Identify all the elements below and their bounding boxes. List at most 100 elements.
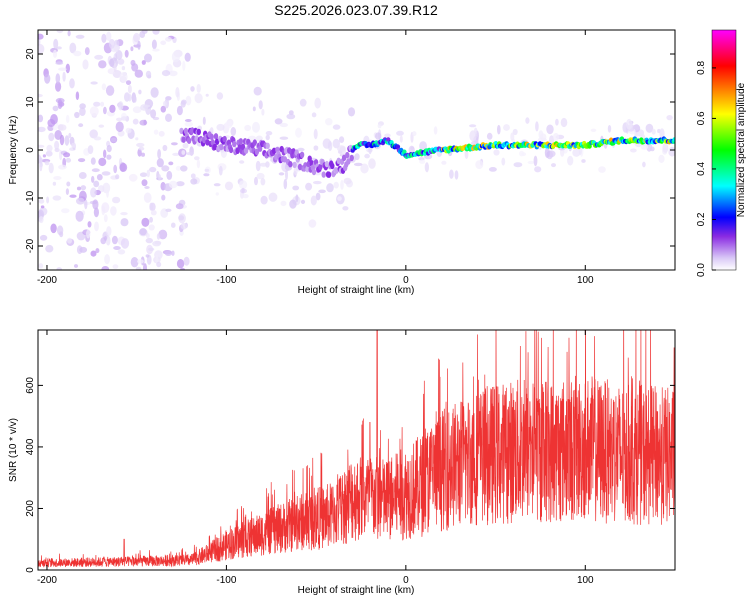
speckle-mark [111,235,118,245]
speckle-mark [180,165,188,172]
speckle-mark [497,124,501,135]
speckle-mark [488,167,497,172]
y-tick-label: 20 [25,48,36,60]
ridge-mark [305,166,310,173]
speckle-mark [39,234,48,241]
speckle-mark [75,210,84,222]
speckle-mark [65,157,72,163]
speckle-mark [274,118,283,125]
speckle-mark [59,134,65,146]
speckle-mark [156,233,161,240]
speckle-mark [186,152,194,156]
ridge-mark [186,137,192,144]
speckle-mark [86,229,91,239]
speckle-mark [239,160,245,164]
ridge-mark [240,143,246,150]
speckle-mark [76,186,82,191]
speckle-mark [519,150,525,157]
spectrogram-x-label: Height of straight line (km) [298,285,415,296]
speckle-mark [149,202,154,211]
speckle-mark [325,118,333,126]
speckle-mark [377,123,382,129]
snr-panel: -200 -100 0 100 0 200 400 600 Height of straig… [8,329,676,596]
speckle-mark [512,128,518,136]
speckle-mark [52,49,58,58]
speckle-mark [75,91,80,100]
speckle-mark [230,127,237,136]
x-tick-label: -100 [216,275,236,286]
x-tick-label: 0 [403,575,409,586]
speckle-mark [67,237,72,244]
speckle-mark [180,267,186,270]
speckle-mark [94,54,104,60]
speckle-mark [182,60,186,71]
speckle-mark [607,125,612,133]
speckle-mark [76,197,85,205]
speckle-mark [96,174,103,181]
speckle-mark [265,131,273,136]
speckle-mark [134,69,143,78]
speckle-mark [152,30,160,35]
speckle-mark [216,123,225,131]
speckle-mark [53,176,62,180]
speckle-mark [59,231,64,238]
speckle-mark [544,147,550,158]
ridge-mark [183,127,189,135]
speckle-mark [218,165,223,176]
speckle-mark [333,181,339,189]
speckle-mark [261,108,265,116]
speckle-mark [171,222,176,228]
speckle-mark [93,207,99,218]
speckle-mark [38,263,44,269]
speckle-mark [419,141,427,151]
speckle-mark [156,158,164,168]
ridge-mark [232,140,237,148]
speckle-mark [133,32,141,43]
speckle-mark [310,195,317,206]
speckle-mark [98,157,107,167]
speckle-mark [42,154,47,158]
speckle-mark [162,144,168,152]
speckle-mark [590,128,597,132]
speckle-mark [74,264,78,268]
speckle-mark [128,173,138,182]
speckle-mark [475,160,484,170]
ridge-mark [190,127,195,134]
speckle-mark [38,126,46,133]
speckle-mark [215,192,219,196]
speckle-mark [154,240,162,245]
speckle-mark [165,113,172,123]
speckle-mark [119,162,128,172]
speckle-mark [285,169,288,181]
speckle-mark [115,121,124,133]
speckle-mark [144,53,152,63]
speckle-mark [216,92,224,100]
speckle-mark [375,132,382,140]
speckle-mark [137,259,144,264]
speckle-mark [332,124,341,130]
speckle-mark [106,226,112,237]
speckle-mark [141,152,145,157]
speckle-mark [501,157,506,166]
speckle-mark [337,196,342,201]
speckle-mark [581,159,586,163]
speckle-mark [549,135,555,145]
speckle-mark [58,164,67,170]
speckle-mark [124,49,129,58]
speckle-mark [103,214,108,223]
speckle-mark [45,150,53,157]
speckle-mark [157,174,161,181]
speckle-mark [313,128,318,140]
speckle-mark [82,59,89,70]
speckle-mark [145,237,153,244]
speckle-mark [141,30,148,34]
ridge-mark [196,128,201,136]
speckle-mark [182,142,189,149]
speckle-mark [89,106,99,117]
colorbar-tick-label: 0.4 [696,162,707,176]
speckle-mark [181,99,187,105]
colorbar-gradient [711,29,737,271]
speckle-mark [130,46,134,52]
speckle-mark [125,80,132,85]
